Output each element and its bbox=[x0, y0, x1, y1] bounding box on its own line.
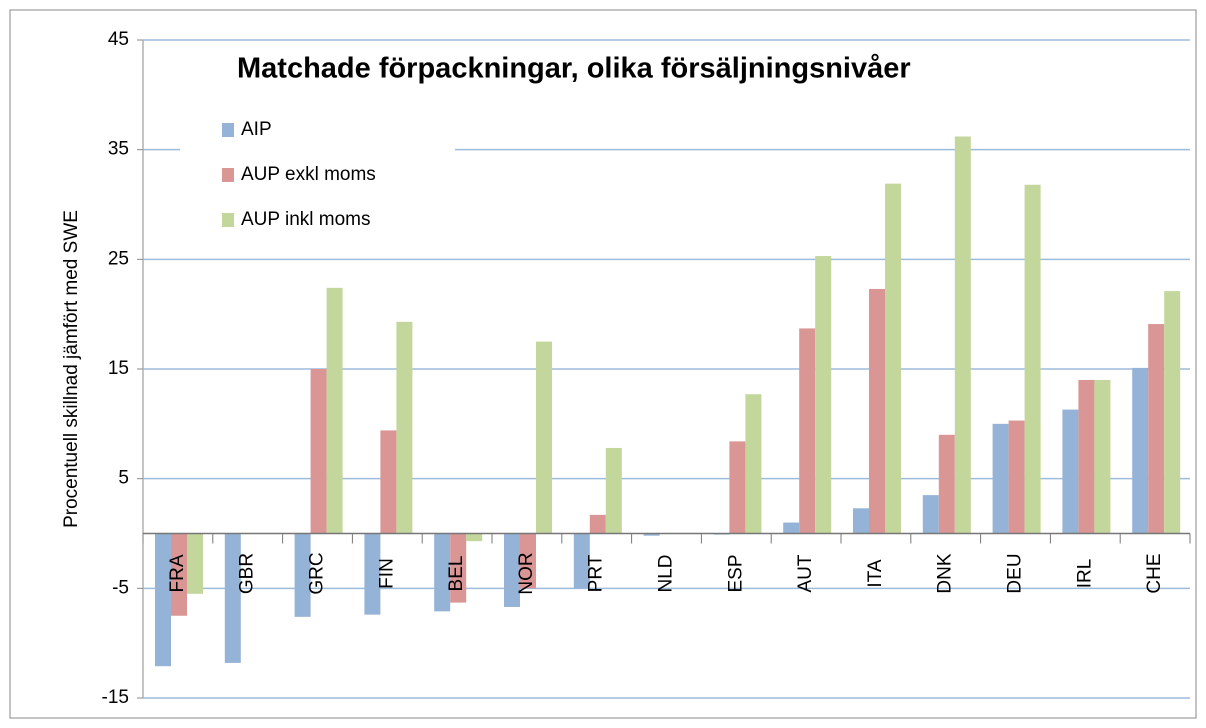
bar bbox=[1024, 184, 1041, 534]
bar bbox=[171, 533, 187, 616]
bar bbox=[885, 183, 901, 534]
x-tick-label: NOR bbox=[516, 552, 537, 594]
bar bbox=[504, 533, 520, 607]
bar bbox=[815, 256, 832, 534]
bar bbox=[1164, 291, 1181, 534]
legend-swatch bbox=[222, 213, 234, 227]
y-tick-label: 15 bbox=[108, 358, 129, 379]
bar bbox=[938, 434, 955, 534]
x-tick-label: BEL bbox=[446, 556, 467, 592]
x-tick-label: PRT bbox=[586, 554, 607, 592]
bar bbox=[745, 394, 762, 534]
bar bbox=[992, 423, 1009, 534]
bar bbox=[954, 136, 971, 534]
bar bbox=[294, 533, 311, 617]
chart-title: Matchade förpackningar, olika försäljnin… bbox=[237, 53, 911, 85]
y-tick-label: 35 bbox=[108, 139, 129, 160]
bar bbox=[1078, 379, 1095, 534]
bar bbox=[326, 287, 343, 534]
bar bbox=[155, 533, 171, 667]
bar bbox=[729, 441, 746, 534]
y-tick-label: 45 bbox=[108, 29, 129, 50]
x-tick-label: DEU bbox=[1005, 553, 1026, 593]
bar bbox=[605, 447, 622, 534]
bar bbox=[224, 533, 241, 663]
y-tick-label: 5 bbox=[118, 468, 129, 489]
bar bbox=[434, 533, 451, 612]
bar bbox=[1094, 379, 1111, 534]
x-tick-label: ITA bbox=[865, 559, 886, 587]
bar bbox=[310, 369, 327, 534]
x-tick-label: CHE bbox=[1144, 553, 1165, 593]
y-tick-label: -5 bbox=[112, 577, 129, 598]
x-tick-label: FIN bbox=[376, 558, 397, 589]
bar bbox=[1008, 420, 1025, 534]
y-tick-label: -15 bbox=[102, 687, 129, 708]
x-tick-label: NLD bbox=[656, 554, 677, 592]
bar bbox=[573, 533, 590, 589]
bar bbox=[536, 341, 552, 534]
bar bbox=[643, 533, 660, 536]
bar bbox=[187, 533, 203, 594]
bar bbox=[450, 533, 467, 603]
legend-swatch bbox=[222, 123, 234, 137]
bar bbox=[364, 533, 381, 615]
bar bbox=[799, 328, 816, 534]
bar bbox=[783, 522, 800, 534]
bar bbox=[466, 533, 483, 542]
x-tick-label: ESP bbox=[725, 554, 746, 592]
legend-label: AIP bbox=[241, 119, 272, 140]
legend-swatch bbox=[222, 168, 234, 182]
bar bbox=[922, 495, 939, 534]
bar bbox=[396, 321, 413, 534]
x-tick-label: GRC bbox=[307, 552, 328, 594]
x-tick-label: IRL bbox=[1074, 559, 1095, 589]
legend-label: AUP inkl moms bbox=[241, 209, 371, 230]
legend-label: AUP exkl moms bbox=[241, 164, 376, 185]
y-tick-label: 25 bbox=[108, 248, 129, 269]
bar bbox=[589, 514, 606, 534]
bar bbox=[380, 430, 397, 534]
x-tick-label: AUT bbox=[795, 554, 816, 592]
bar bbox=[520, 533, 536, 589]
bar bbox=[1148, 324, 1165, 534]
x-tick-label: FRA bbox=[167, 554, 188, 592]
bar bbox=[853, 508, 869, 534]
bar bbox=[1062, 409, 1079, 534]
y-axis-label: Procentuell skillnad jämfört med SWE bbox=[61, 210, 82, 528]
x-tick-label: GBR bbox=[237, 553, 258, 594]
bar bbox=[1132, 367, 1149, 534]
x-tick-label: DNK bbox=[935, 553, 956, 593]
bar bbox=[869, 288, 885, 534]
